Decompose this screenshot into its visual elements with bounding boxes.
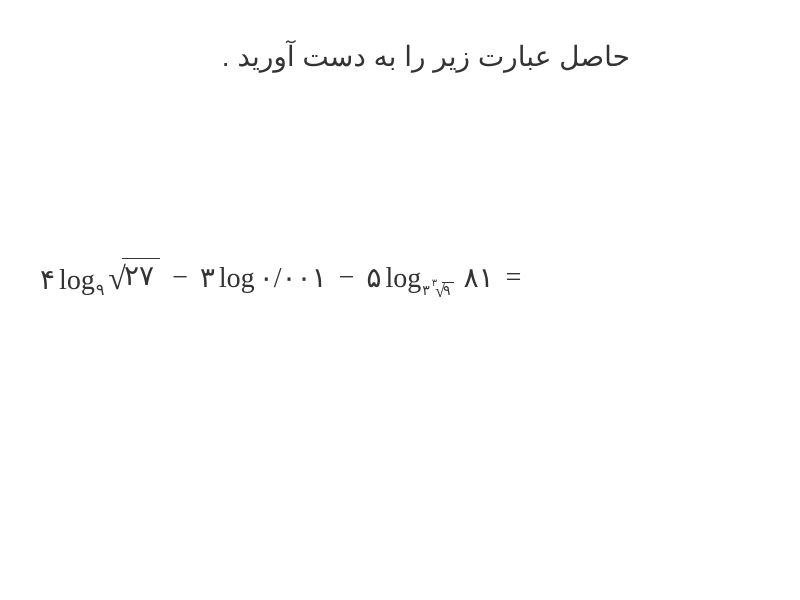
page-container: حاصل عبارت زیر را به دست آورید . ۴ log ۹… bbox=[0, 0, 800, 600]
term-2: ۳ log ۰/۰۰۱ bbox=[200, 261, 327, 295]
equals-sign: = bbox=[506, 262, 522, 294]
math-equation: ۴ log ۹ √ ۲۷ − ۳ log ۰/۰۰۱ − ۵ log ۳ ۳ √… bbox=[40, 260, 760, 297]
sqrt-1: √ ۲۷ bbox=[108, 260, 160, 295]
arg-3: ۸۱ bbox=[464, 261, 494, 295]
term-3: ۵ log ۳ ۳ √ ۹ ۸۱ bbox=[366, 261, 493, 295]
sub-pre-3: ۳ bbox=[422, 283, 430, 300]
subscript-3: ۳ ۳ √ ۹ bbox=[422, 281, 453, 302]
sub-sqrt-body: ۹ bbox=[442, 282, 454, 300]
sqrt-body-1: ۲۷ bbox=[122, 258, 160, 293]
term-1: ۴ log ۹ √ ۲۷ bbox=[40, 260, 160, 297]
subscript-1: ۹ bbox=[96, 280, 105, 300]
arg-2: ۰/۰۰۱ bbox=[259, 261, 327, 295]
log-3: log bbox=[385, 263, 421, 295]
operator-minus-1: − bbox=[172, 262, 188, 294]
operator-minus-2: − bbox=[339, 262, 355, 294]
problem-heading: حاصل عبارت زیر را به دست آورید . bbox=[222, 40, 630, 73]
coef-1: ۴ bbox=[40, 263, 55, 297]
root-index-3: ۳ bbox=[432, 278, 437, 289]
coef-2: ۳ bbox=[200, 261, 215, 295]
log-2: log bbox=[219, 263, 255, 295]
coef-3: ۵ bbox=[366, 261, 381, 295]
log-1: log bbox=[59, 265, 95, 297]
